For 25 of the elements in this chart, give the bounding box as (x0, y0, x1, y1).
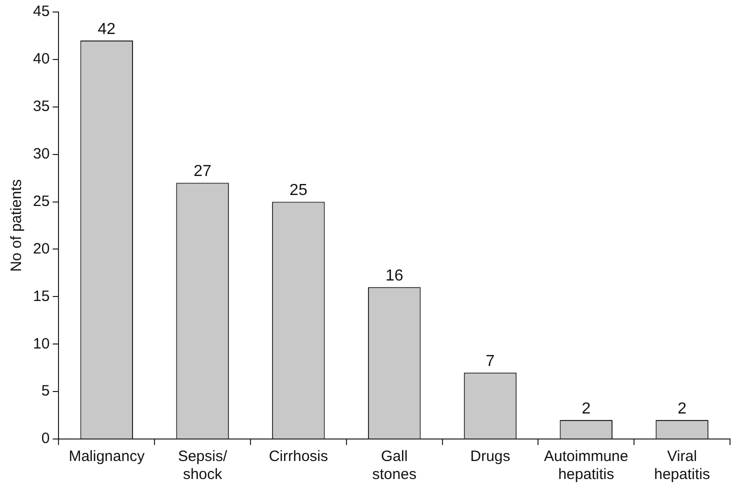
data-label: 7 (486, 352, 495, 370)
y-tick-label: 35 (32, 98, 50, 116)
x-tick-label: Drugs (470, 448, 510, 466)
data-label: 25 (290, 182, 308, 200)
x-tick-label: Cirrhosis (268, 448, 328, 466)
data-label: 2 (582, 400, 591, 418)
x-tick-label: Gall stones (372, 448, 416, 484)
y-tick-label: 5 (41, 382, 50, 400)
y-tick-label: 25 (32, 192, 50, 210)
x-tick-label: Autoimmune hepatitis (544, 448, 628, 484)
data-label: 16 (385, 268, 404, 285)
data-label: 42 (98, 20, 116, 38)
y-tick-label: 45 (32, 3, 50, 20)
y-tick-label: 0 (41, 430, 50, 448)
x-tick-label: Malignancy (68, 448, 146, 466)
x-tick-label: Sepsis/ shock (178, 448, 228, 484)
y-tick-label: 10 (32, 335, 50, 352)
x-tick-label: Viral hepatitis (654, 448, 710, 484)
y-tick-label: 40 (32, 50, 50, 68)
data-label: 27 (194, 163, 212, 180)
y-tick-label: 15 (32, 288, 50, 305)
y-tick-label: 30 (32, 145, 50, 162)
y-tick-label: 20 (32, 240, 50, 258)
data-label: 2 (678, 400, 687, 418)
y-axis-title: No of patients (8, 179, 26, 272)
